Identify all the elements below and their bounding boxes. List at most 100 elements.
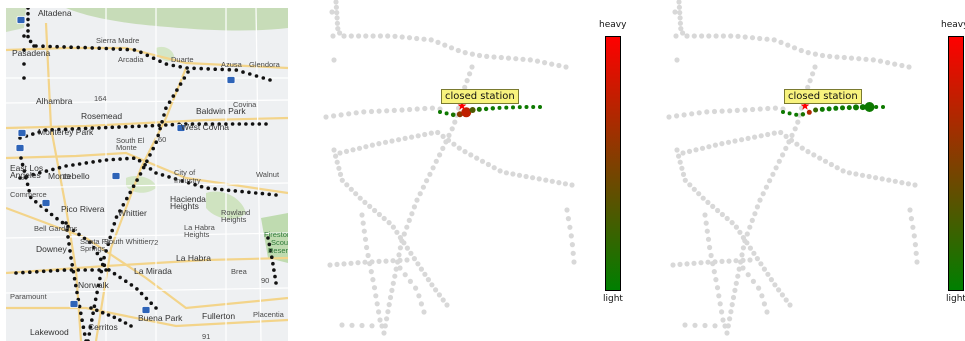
station-dot [26,17,30,22]
station-dot [377,33,383,39]
station-dot [420,184,426,190]
station-dot [220,187,224,192]
station-dot [770,171,776,177]
station-dot [805,50,811,56]
station-dot [108,235,112,240]
station-dot [907,207,913,213]
station-dot [765,271,771,277]
station-dot [143,124,148,128]
affected-station-dot [469,107,476,113]
station-dot [99,257,103,262]
station-dot [333,4,339,10]
map-place-label: Walnut [256,170,280,179]
station-dot [411,256,417,262]
station-dot [348,33,354,39]
station-dot [750,278,756,284]
station-dot [25,182,30,187]
station-dot [148,153,152,157]
station-dot [759,293,765,299]
station-dot [365,252,371,259]
affected-station-dot [813,107,819,113]
station-dot [22,76,26,80]
station-dot [682,177,688,183]
map-place-label: Baldwin Park [196,106,246,116]
station-dot [571,259,577,265]
map-place-label: Firestone [264,230,288,239]
station-dot [379,323,385,329]
station-dot [827,53,833,60]
station-dot [780,106,786,112]
station-dot [733,280,739,286]
map-place-label: 91 [202,332,211,341]
station-dot [734,107,740,113]
station-dot [744,231,750,237]
station-dot [104,158,109,162]
station-dot [143,163,147,167]
station-dot [722,323,728,329]
station-dot [792,126,798,132]
affected-station-dot [450,112,456,118]
station-dot [199,184,204,189]
station-dot [377,317,383,323]
map-place-label: Fullerton [202,311,236,321]
station-dot [543,177,549,183]
station-dot [440,133,446,139]
station-dot [178,82,183,86]
station-dot [679,165,685,171]
station-dot [118,157,122,161]
station-dot [160,120,164,124]
station-dot [444,302,450,308]
station-dot [429,282,435,288]
station-dot [51,167,55,172]
affected-station-dot [800,112,806,117]
station-dot [43,128,48,132]
station-dot [104,249,108,253]
station-dot [104,46,109,51]
station-dot [268,249,273,253]
station-dot [715,207,721,214]
map-place-label: Glendora [249,60,280,69]
station-dot [443,139,449,145]
map-place-label: West Covina [181,122,230,132]
station-dot [785,42,791,48]
station-dot [213,187,217,191]
station-dot [57,127,61,132]
station-dot [397,235,403,241]
map-place-label: Alhambra [36,96,73,106]
station-dot [707,244,713,251]
station-dot [437,106,443,112]
station-dot [505,55,512,61]
station-dot [740,245,746,251]
station-dot [783,133,789,139]
station-dot [677,20,683,26]
station-dot [789,132,795,138]
station-dot [691,186,697,192]
station-dot [323,114,329,120]
mountains-area [66,8,288,31]
station-dot [778,39,784,46]
station-dot [725,139,732,145]
park-area [6,8,26,32]
station-dot [740,257,746,263]
station-dot [266,236,270,240]
station-dot [77,126,81,131]
station-dot [415,133,421,139]
station-dot [402,272,408,278]
station-dot [118,318,122,322]
station-dot [97,126,101,130]
station-dot [411,204,417,210]
station-dot [98,159,102,163]
affected-station-dot [781,110,785,114]
station-dot [455,47,461,54]
station-dot [64,221,68,225]
station-dot [364,244,370,251]
station-dot [144,296,149,301]
station-dot [363,33,369,39]
station-dot [752,211,758,217]
station-dot [840,168,846,174]
station-dot [728,33,734,39]
station-dot [908,216,914,222]
park-area [126,176,156,193]
station-dot [106,242,110,246]
station-dot [71,269,76,274]
